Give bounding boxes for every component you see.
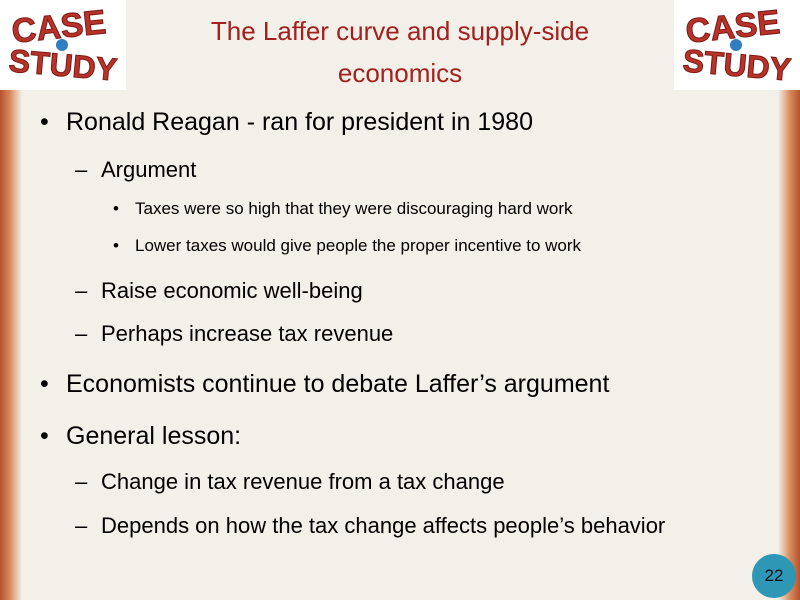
bullet-marker: • bbox=[40, 108, 49, 136]
bullet-marker: – bbox=[75, 278, 88, 303]
bullet-text: Economists continue to debate Laffer’s a… bbox=[66, 370, 610, 398]
border-decoration bbox=[778, 0, 800, 600]
slide-title: The Laffer curve and supply-side economi… bbox=[210, 16, 590, 88]
bullet-text: Taxes were so high that they were discou… bbox=[135, 199, 573, 218]
bullet-marker: – bbox=[75, 321, 88, 346]
bullet-text: Lower taxes would give people the proper… bbox=[135, 236, 582, 255]
bullet-text: Argument bbox=[101, 157, 197, 182]
bullet-marker: • bbox=[113, 236, 119, 255]
bullet-text: Perhaps increase tax revenue bbox=[101, 321, 394, 346]
page-number: 22 bbox=[752, 554, 796, 598]
bullet-marker: • bbox=[113, 199, 119, 218]
bullet-text: Raise economic well-being bbox=[101, 278, 363, 303]
bullet-marker: • bbox=[40, 370, 49, 398]
bullet-marker: – bbox=[75, 469, 88, 494]
bullet-text: Ronald Reagan - ran for president in 198… bbox=[66, 108, 533, 136]
border-decoration bbox=[0, 0, 22, 600]
bullet-marker: – bbox=[75, 513, 88, 538]
logo: CASE STUDY bbox=[0, 0, 126, 90]
bullet-text: General lesson: bbox=[66, 422, 242, 450]
bullet-text: Change in tax revenue from a tax change bbox=[101, 469, 505, 494]
bullet-text: Depends on how the tax change affects pe… bbox=[101, 513, 666, 538]
bullet-marker: – bbox=[75, 157, 88, 182]
logo: CASE STUDY bbox=[674, 0, 800, 90]
bullet-marker: • bbox=[40, 422, 49, 450]
